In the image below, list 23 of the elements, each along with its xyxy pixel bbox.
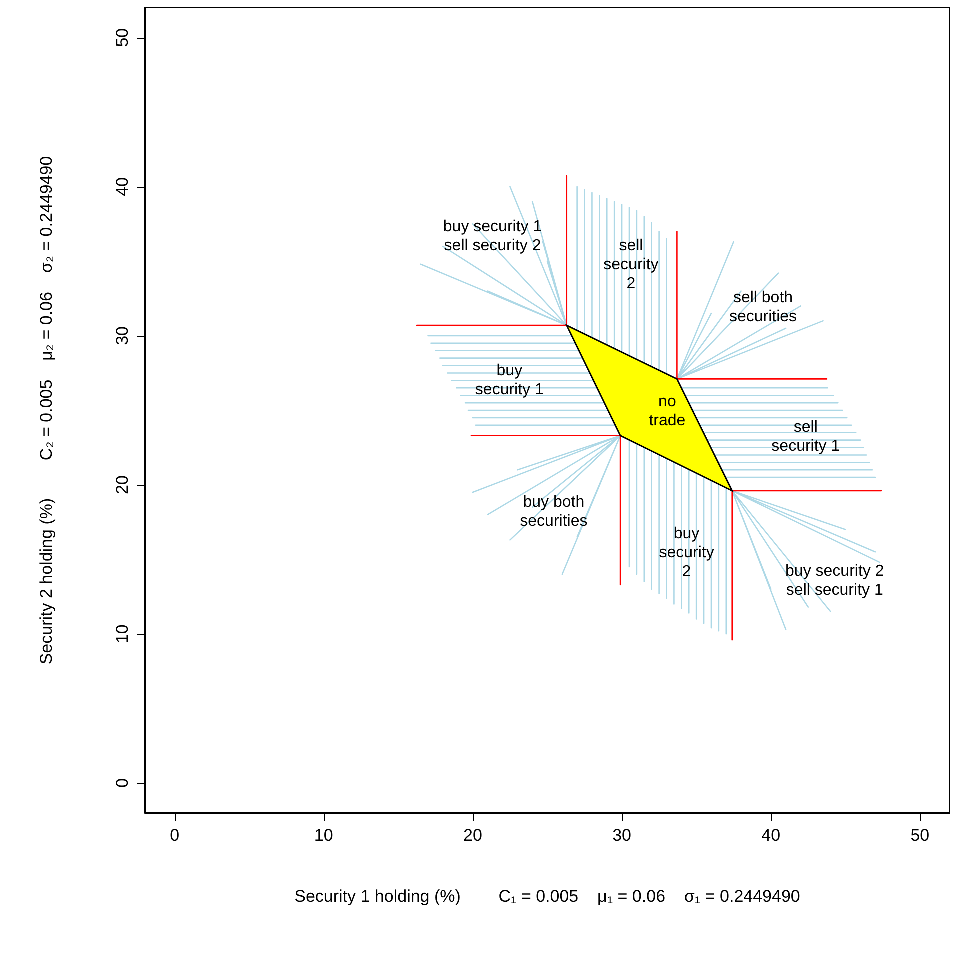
x-axis-title: Security 1 holding (%) C₁ = 0.005 μ₁ = 0.06 σ₁ = 0.2449490 xyxy=(294,887,800,906)
annotation: sell security 2 xyxy=(604,237,659,292)
annotation: sell security 1 xyxy=(772,419,840,456)
x-tick-label: 30 xyxy=(612,826,632,845)
annotation: buy security 1 sell security 2 xyxy=(443,218,542,255)
y-tick-label: 50 xyxy=(113,28,132,48)
annotation: buy security 1 xyxy=(475,362,544,399)
y-tick-label: 30 xyxy=(113,326,132,346)
y-tick-label: 20 xyxy=(113,476,132,494)
annotation: buy security 2 sell security 1 xyxy=(786,563,884,600)
x-tick-label: 50 xyxy=(910,826,930,845)
y-tick-label: 40 xyxy=(113,177,132,196)
x-tick-label: 20 xyxy=(464,826,482,845)
x-tick-label: 0 xyxy=(170,826,180,845)
annotation: buy both securities xyxy=(520,494,588,530)
annotation: no trade xyxy=(649,393,686,430)
x-tick-label: 40 xyxy=(762,826,781,845)
y-tick-label: 10 xyxy=(113,624,132,644)
annotation: buy security 2 xyxy=(659,525,714,580)
y-tick-label: 0 xyxy=(113,778,132,788)
x-tick-label: 10 xyxy=(314,826,334,845)
annotation: sell both securities xyxy=(729,289,798,326)
y-axis-title: Security 2 holding (%) C₂ = 0.005 μ₂ = 0.06 σ₂ = 0.2449490 xyxy=(37,156,56,665)
